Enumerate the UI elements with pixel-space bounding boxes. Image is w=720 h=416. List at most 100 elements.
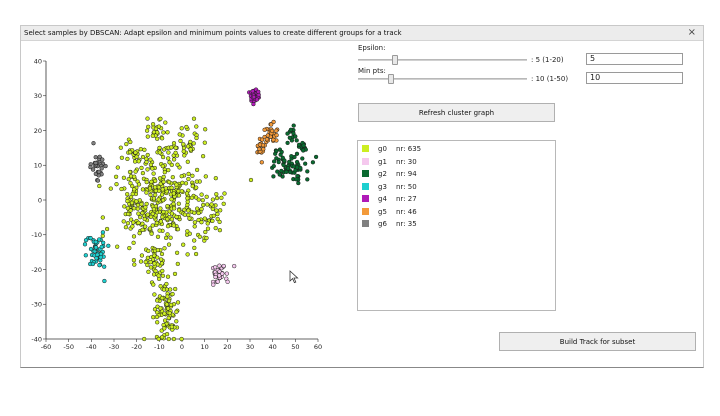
group-count: nr: 50 — [396, 182, 417, 191]
scatter-point-g0 — [166, 156, 171, 161]
scatter-point-g0 — [214, 192, 219, 197]
scatter-point-g2 — [300, 156, 305, 161]
minpts-slider-thumb[interactable] — [387, 74, 394, 84]
scatter-point-g0 — [161, 209, 166, 215]
scatter-point-g0 — [139, 202, 144, 207]
epsilon-input[interactable]: 5 — [586, 53, 683, 65]
scatter-point-g0 — [152, 292, 157, 297]
scatter-point-g0 — [140, 210, 145, 216]
scatter-point-g0 — [205, 202, 210, 207]
scatter-point-g0 — [182, 207, 187, 212]
epsilon-slider-thumb[interactable] — [392, 55, 399, 65]
minpts-slider[interactable] — [358, 74, 527, 84]
scatter-point-g0 — [173, 286, 178, 292]
scatter-point-g0 — [137, 215, 143, 220]
scatter-point-g5 — [259, 137, 265, 142]
scatter-point-g0 — [114, 182, 119, 187]
scatter-point-g5 — [265, 133, 270, 138]
scatter-point-g0 — [148, 265, 154, 270]
scatter-point-g0 — [131, 206, 137, 211]
scatter-point-g2 — [305, 169, 310, 174]
scatter-point-g0 — [192, 238, 197, 243]
scatter-point-g0 — [179, 174, 184, 179]
x-tick-label: 20 — [223, 343, 231, 351]
scatter-point-g0 — [134, 199, 139, 204]
scatter-point-g0 — [184, 191, 190, 196]
scatter-point-g0 — [169, 217, 175, 222]
scatter-point-g2 — [276, 159, 281, 165]
scatter-point-g2 — [313, 154, 319, 160]
y-tick-label: 0 — [38, 196, 42, 204]
scatter-point-g0 — [131, 240, 136, 245]
group-row-g2[interactable]: g2 nr: 94 — [358, 168, 555, 180]
scatter-point-g0 — [123, 225, 129, 230]
scatter-point-g0 — [130, 191, 135, 197]
scatter-point-g0 — [194, 185, 199, 190]
build-track-button[interactable]: Build Track for subset — [499, 332, 696, 351]
scatter-point-g0 — [170, 291, 175, 297]
group-row-g1[interactable]: g1 nr: 30 — [358, 156, 555, 168]
group-color-swatch — [362, 170, 369, 177]
scatter-point-g0 — [217, 228, 223, 233]
scatter-point-g0 — [174, 319, 179, 324]
group-row-g6[interactable]: g6 nr: 35 — [358, 218, 555, 230]
scatter-point-g3 — [102, 278, 107, 284]
scatter-point-g0 — [155, 320, 160, 325]
scatter-point-g0 — [213, 176, 218, 181]
cluster-group-list[interactable]: g0 nr: 635 g1 nr: 30 g2 nr: 94 g3 nr: 50 g4 nr: 2… — [357, 140, 556, 311]
scatter-point-g0 — [151, 282, 156, 287]
scatter-point-g0 — [140, 187, 146, 192]
x-tick-label: 40 — [269, 343, 277, 351]
scatter-point-g2 — [273, 151, 278, 156]
scatter-point-g0 — [181, 145, 187, 151]
scatter-point-g0 — [161, 130, 166, 135]
scatter-point-g0 — [168, 302, 174, 308]
group-row-g3[interactable]: g3 nr: 50 — [358, 181, 555, 193]
scatter-point-g0 — [127, 150, 133, 155]
minpts-input[interactable]: 10 — [586, 72, 683, 84]
scatter-point-g0 — [182, 212, 188, 217]
refresh-cluster-graph-button[interactable]: Refresh cluster graph — [358, 103, 555, 122]
scatter-point-g0 — [136, 182, 142, 187]
scatter-point-g2 — [285, 140, 290, 146]
x-tick-label: 0 — [180, 343, 184, 351]
scatter-point-g0 — [165, 306, 171, 311]
scatter-point-g0 — [156, 336, 161, 342]
scatter-point-g0 — [161, 322, 166, 328]
window-title: Select samples by DBSCAN: Adapt epsilon … — [24, 29, 402, 37]
scatter-point-g0 — [192, 220, 198, 225]
scatter-point-g0 — [186, 176, 191, 182]
y-tick-label: -40 — [31, 335, 42, 343]
group-color-swatch — [362, 157, 369, 165]
scatter-point-g0 — [173, 145, 178, 150]
group-color-swatch — [362, 195, 369, 202]
scatter-point-g0 — [196, 210, 201, 216]
scatter-point-g0 — [165, 130, 170, 135]
scatter-point-g0 — [167, 310, 172, 316]
scatter-point-g0 — [161, 174, 166, 180]
close-icon[interactable]: × — [687, 27, 696, 38]
group-row-g4[interactable]: g4 nr: 27 — [358, 193, 555, 205]
group-row-g5[interactable]: g5 nr: 46 — [358, 206, 555, 218]
scatter-point-g0 — [157, 176, 163, 181]
scatter-point-g3 — [82, 242, 88, 247]
x-tick-label: -20 — [131, 343, 142, 351]
group-count: nr: 46 — [396, 207, 417, 216]
y-tick-label: -10 — [31, 231, 42, 239]
scatter-point-g3 — [106, 243, 111, 248]
scatter-point-g0 — [203, 229, 208, 235]
scatter-point-g0 — [172, 206, 177, 211]
scatter-point-g0 — [158, 219, 164, 224]
scatter-point-g0 — [167, 160, 172, 165]
scatter-point-g0 — [161, 179, 166, 184]
group-row-g0[interactable]: g0 nr: 635 — [358, 143, 555, 155]
scatter-point-g0 — [148, 192, 153, 198]
scatter-point-g0 — [171, 336, 177, 342]
scatter-point-g0 — [163, 235, 169, 241]
scatter-point-g5 — [274, 128, 279, 133]
scatter-point-g0 — [169, 145, 174, 150]
scatter-point-g0 — [142, 336, 147, 342]
epsilon-slider[interactable] — [358, 55, 527, 65]
scatter-point-g2 — [310, 160, 316, 165]
scatter-point-g0 — [176, 201, 181, 206]
